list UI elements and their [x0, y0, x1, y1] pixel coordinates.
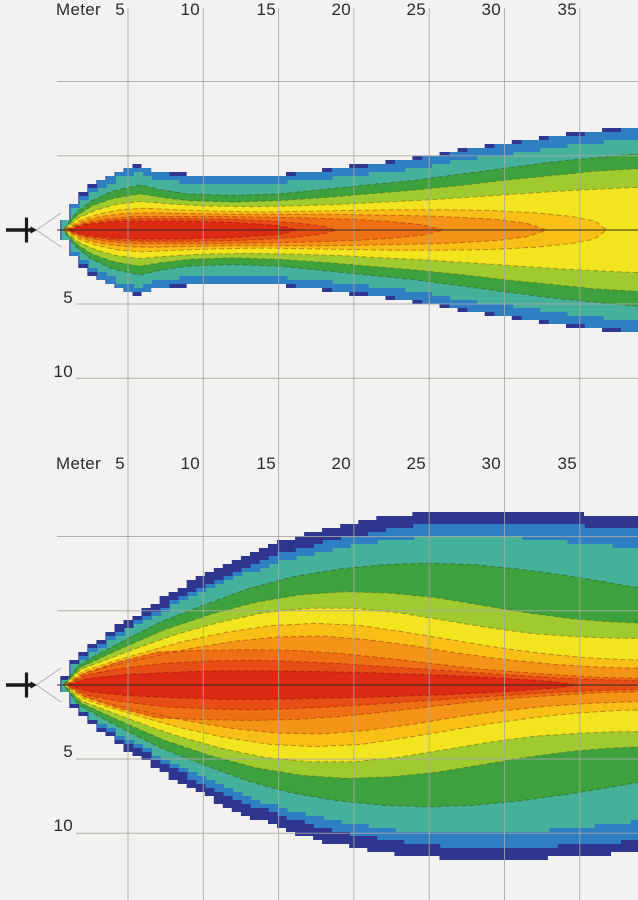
- x-tick-25: 25: [406, 454, 426, 473]
- spray-pattern-bottom-contour-yellow-orange: [64, 622, 638, 748]
- spray-cone-line: [36, 229, 62, 248]
- spray-pattern-bottom-contour-red-core: [67, 670, 577, 700]
- spray-pattern-bottom-contour-deep-orange: [66, 649, 638, 721]
- spray-gun-icon: [6, 212, 62, 248]
- x-tick-35: 35: [557, 0, 577, 19]
- spray-cone-line: [36, 212, 62, 231]
- spray-pattern-top-contour-green: [62, 153, 638, 307]
- x-tick-5: 5: [115, 454, 125, 473]
- spray-pattern-top-contour-red-orange: [65, 218, 338, 242]
- spray-pattern-bottom-contour-yellow-green: [63, 591, 638, 779]
- y-tick-5: 5: [63, 742, 73, 761]
- spray-cone-line: [36, 667, 62, 686]
- spray-pattern-top-contour-yellow-orange: [63, 207, 608, 253]
- x-axis-unit-label: Meter: [56, 454, 101, 473]
- spray-pattern-bottom: [60, 512, 638, 860]
- y-tick-10: 10: [53, 362, 73, 381]
- spray-cone-line: [36, 684, 62, 703]
- spray-pattern-top-contour-yellow-green: [62, 168, 638, 292]
- y-tick-5: 5: [63, 288, 73, 307]
- x-tick-15: 15: [256, 454, 276, 473]
- x-tick-35: 35: [557, 454, 577, 473]
- x-tick-25: 25: [406, 0, 426, 19]
- x-tick-10: 10: [180, 0, 200, 19]
- x-tick-20: 20: [331, 454, 351, 473]
- x-tick-5: 5: [115, 0, 125, 19]
- x-axis-unit-label: Meter: [56, 0, 101, 19]
- x-tick-15: 15: [256, 0, 276, 19]
- x-tick-30: 30: [481, 0, 501, 19]
- spray-pattern-bottom-contour-red-orange: [66, 659, 638, 711]
- spray-pattern-top-contour-red-core: [66, 220, 299, 240]
- y-tick-10: 10: [53, 816, 73, 835]
- spray-pattern-bottom-contour-green: [62, 562, 638, 808]
- x-tick-30: 30: [481, 454, 501, 473]
- x-tick-20: 20: [331, 0, 351, 19]
- x-tick-10: 10: [180, 454, 200, 473]
- spray-pattern-top-contour-yellow: [63, 186, 638, 274]
- spray-gun-icon: [6, 667, 62, 703]
- spray-pattern-top-contour-orange: [64, 212, 548, 248]
- gridlines: [57, 8, 638, 900]
- spray-pattern-bottom-contour-yellow: [64, 607, 638, 763]
